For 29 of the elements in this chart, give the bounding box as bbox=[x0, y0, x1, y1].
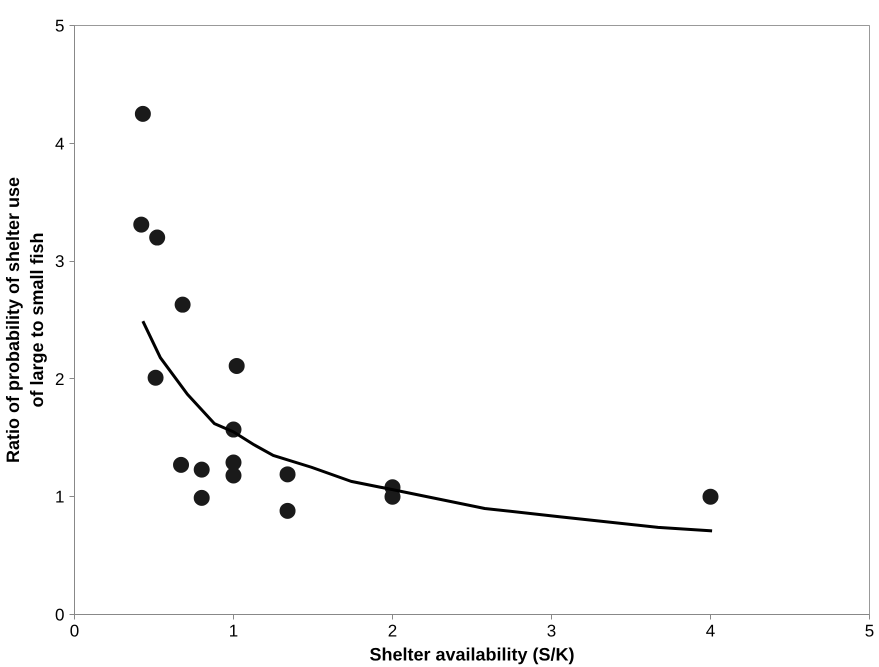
point bbox=[133, 216, 150, 233]
point bbox=[702, 488, 718, 505]
point bbox=[174, 296, 191, 313]
point bbox=[149, 230, 166, 246]
y-axis-title: Ratio of probability of shelter use of large to small fish bbox=[3, 176, 48, 464]
point bbox=[148, 370, 164, 386]
y-tick-label: 5 bbox=[55, 16, 65, 36]
point bbox=[194, 462, 210, 478]
point bbox=[134, 106, 151, 122]
point bbox=[194, 490, 210, 506]
x-tick-label: 4 bbox=[706, 622, 716, 640]
y-tick-label: 0 bbox=[55, 606, 65, 624]
y-tick-label: 1 bbox=[55, 488, 65, 507]
x-axis-title: Shelter availability (S/K) bbox=[369, 644, 575, 664]
x-tick-label: 0 bbox=[70, 622, 80, 640]
point bbox=[226, 454, 242, 471]
y-tick-label: 2 bbox=[55, 370, 65, 389]
point bbox=[173, 456, 190, 473]
line-series bbox=[141, 320, 714, 532]
point bbox=[280, 502, 296, 519]
y-tick-label: 3 bbox=[55, 252, 65, 272]
x-tick-label: 1 bbox=[228, 622, 238, 640]
x-tick-label: 3 bbox=[546, 622, 556, 640]
y-tick-label: 4 bbox=[55, 134, 65, 154]
x-tick-label: 5 bbox=[864, 622, 874, 640]
point bbox=[226, 468, 242, 484]
point bbox=[228, 358, 245, 374]
x-tick-label: 2 bbox=[388, 622, 398, 640]
point bbox=[280, 466, 296, 482]
